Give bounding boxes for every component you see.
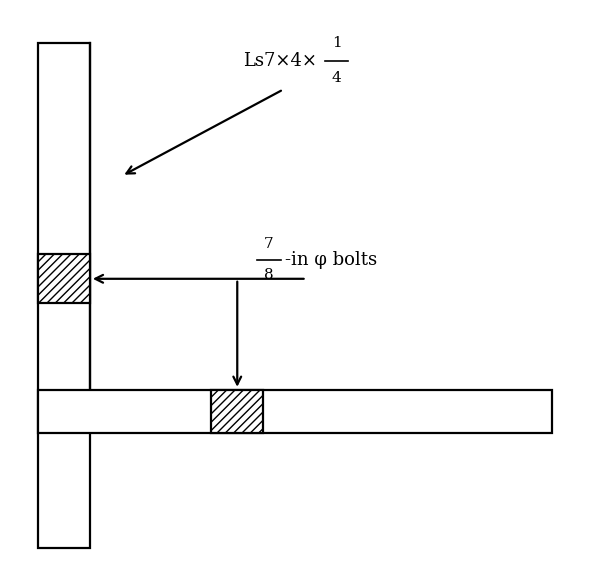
Text: 1: 1	[332, 36, 342, 50]
Bar	[38, 389, 552, 433]
Text: 7: 7	[264, 237, 274, 251]
Text: 8: 8	[264, 268, 274, 282]
Bar	[211, 389, 263, 433]
Bar	[38, 254, 90, 303]
Text: -in φ bolts: -in φ bolts	[285, 251, 378, 269]
Text: 4: 4	[332, 71, 342, 85]
Bar	[38, 43, 90, 549]
Text: Ls7×4×: Ls7×4×	[243, 51, 317, 69]
